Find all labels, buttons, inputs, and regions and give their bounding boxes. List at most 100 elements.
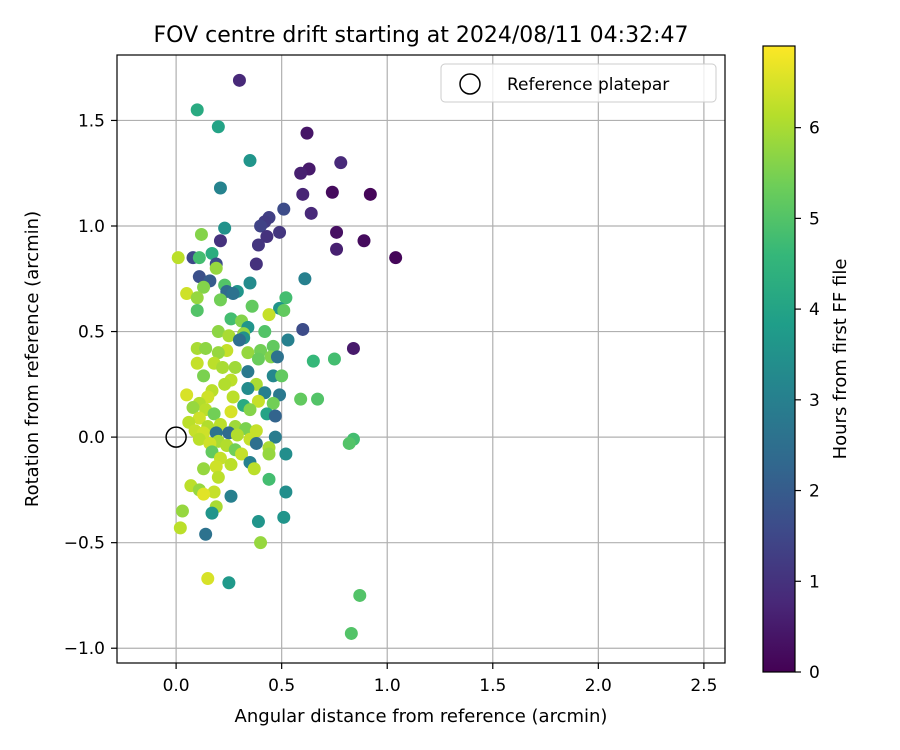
data-point: [205, 506, 219, 520]
data-point: [258, 325, 272, 339]
data-point: [194, 227, 208, 241]
legend: Reference platepar: [440, 63, 717, 103]
data-point: [190, 303, 204, 317]
y-tick-label: −1.0: [64, 639, 105, 659]
data-point: [235, 447, 249, 461]
data-point: [180, 388, 194, 402]
colorbar-ticks: 0 1 2 3 4 5 6: [795, 119, 820, 683]
data-point: [226, 287, 240, 301]
data-point: [279, 447, 293, 461]
data-point: [357, 234, 371, 248]
data-point: [232, 73, 246, 87]
y-tick-label: 0.5: [78, 323, 105, 343]
data-point: [207, 485, 221, 499]
data-point: [363, 187, 377, 201]
data-point: [260, 230, 274, 244]
data-point: [213, 181, 227, 195]
data-point: [186, 401, 200, 415]
data-point: [213, 293, 227, 307]
reference-platepar-marker: [165, 426, 187, 448]
colorbar-tick-label: 5: [809, 209, 820, 229]
data-point: [218, 221, 232, 235]
data-point: [192, 432, 206, 446]
data-point: [213, 234, 227, 248]
data-point: [262, 472, 276, 486]
data-point: [251, 515, 265, 529]
data-point: [243, 403, 257, 417]
colorbar-tick-label: 1: [809, 572, 820, 592]
data-point: [330, 242, 344, 256]
colorbar-tick-label: 3: [809, 391, 820, 411]
data-point: [251, 352, 265, 366]
data-point: [199, 341, 213, 355]
data-point: [224, 405, 238, 419]
plot-area: [117, 55, 725, 663]
data-point: [262, 308, 276, 322]
x-tick-label: 0.5: [268, 676, 295, 696]
data-point: [201, 572, 215, 586]
data-point: [268, 409, 282, 423]
data-point: [243, 154, 257, 168]
y-tick-label: 0.0: [78, 428, 105, 448]
data-point: [281, 333, 295, 347]
data-point: [211, 325, 225, 339]
data-point: [192, 411, 206, 425]
data-point: [180, 287, 194, 301]
data-point: [243, 276, 257, 290]
data-point: [211, 346, 225, 360]
x-tick-label: 1.0: [374, 676, 401, 696]
colorbar: 0 1 2 3 4 5 6 Hours from first FF file: [762, 45, 851, 683]
data-point: [266, 396, 280, 410]
data-point: [279, 291, 293, 305]
data-point: [294, 166, 308, 180]
y-tick-label: −0.5: [64, 534, 105, 554]
data-point: [211, 120, 225, 134]
data-point: [254, 536, 268, 550]
data-point: [207, 407, 221, 421]
data-point: [209, 261, 223, 275]
colorbar-label: Hours from first FF file: [830, 259, 851, 460]
y-tick-label: 1.0: [78, 217, 105, 237]
data-point: [270, 350, 284, 364]
data-point: [251, 394, 265, 408]
data-point: [247, 462, 261, 476]
data-point: [249, 257, 263, 271]
data-point: [197, 280, 211, 294]
legend-label-reference-platepar: Reference platepar: [507, 75, 669, 95]
data-point: [224, 489, 238, 503]
data-point: [334, 156, 348, 170]
colorbar-gradient: [762, 45, 796, 673]
data-point: [245, 299, 259, 313]
data-point: [190, 291, 204, 305]
data-point: [226, 390, 240, 404]
legend-marker-icon: [459, 73, 481, 95]
y-axis-label: Rotation from reference (arcmin): [22, 211, 43, 507]
data-point: [296, 322, 310, 336]
data-point: [211, 470, 225, 484]
data-point: [175, 504, 189, 518]
data-point: [279, 485, 293, 499]
data-point: [342, 436, 356, 450]
data-point: [216, 360, 230, 374]
data-point: [300, 126, 314, 140]
data-point: [241, 346, 255, 360]
data-point: [346, 341, 360, 355]
data-point: [273, 225, 287, 239]
data-point: [266, 339, 280, 353]
data-point: [190, 356, 204, 370]
data-point: [218, 377, 232, 391]
data-point: [304, 206, 318, 220]
data-point: [230, 428, 244, 442]
data-point: [197, 462, 211, 476]
data-point: [197, 369, 211, 383]
data-point: [327, 352, 341, 366]
data-point: [344, 626, 358, 640]
data-point: [277, 202, 291, 216]
x-tick-label: 2.5: [690, 676, 717, 696]
data-point: [199, 527, 213, 541]
plot-frame: [116, 54, 726, 664]
data-point: [222, 329, 236, 343]
data-point: [205, 246, 219, 260]
data-point: [262, 447, 276, 461]
